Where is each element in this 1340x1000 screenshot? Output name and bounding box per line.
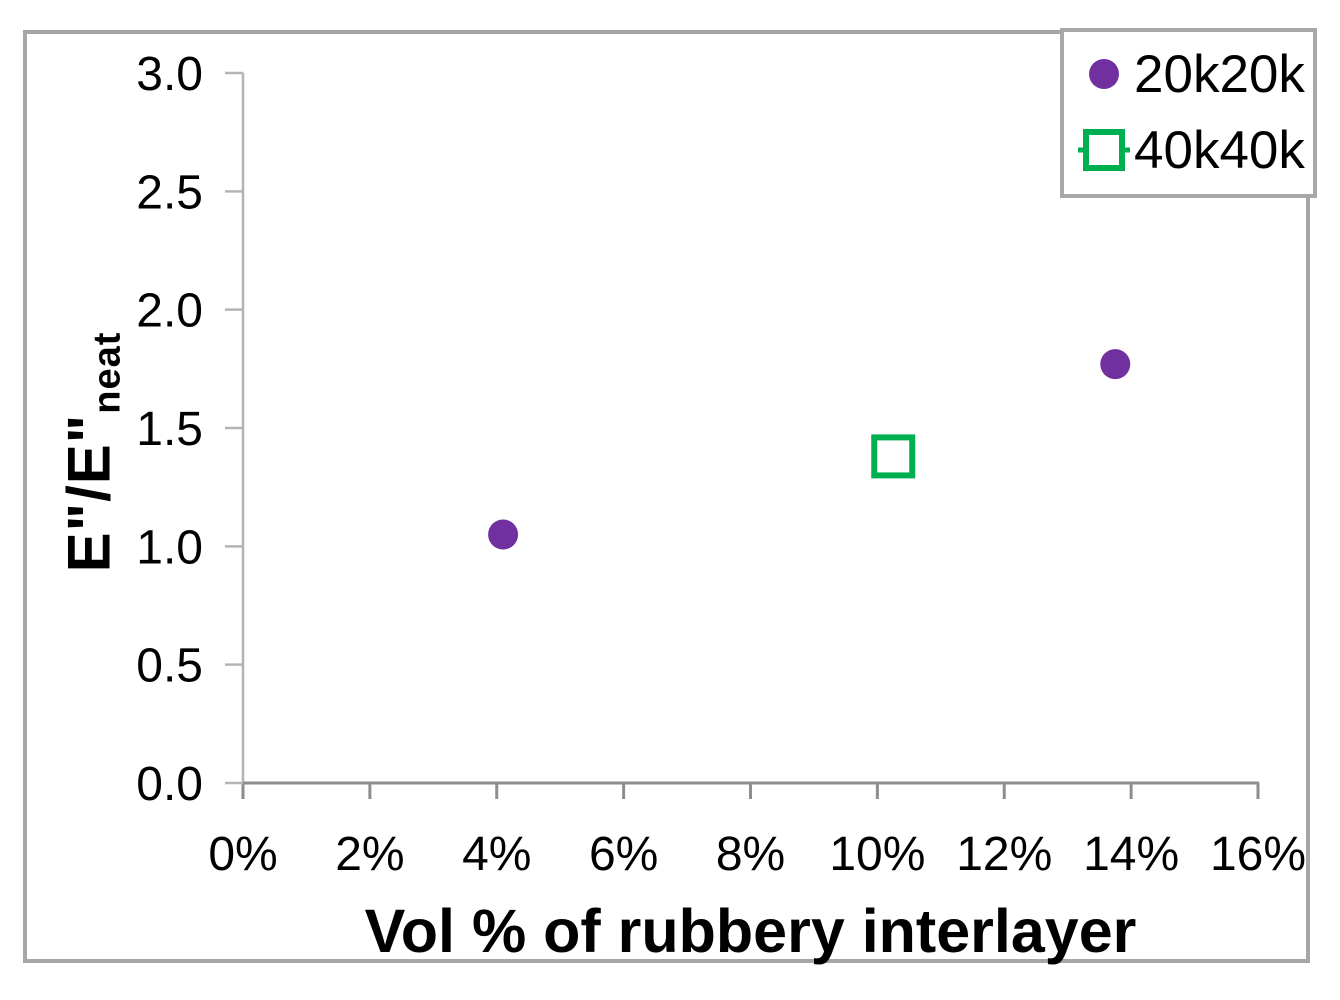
x-tick-label: 8%	[716, 828, 785, 881]
y-tick-label: 0.5	[136, 640, 203, 693]
x-tick-label: 0%	[208, 828, 277, 881]
x-tick-label: 14%	[1083, 828, 1179, 881]
data-point-20k20k	[488, 519, 519, 550]
x-tick-label: 12%	[956, 828, 1052, 881]
y-axis-title: E"/E"neat	[55, 332, 130, 573]
legend-box: 20k20k 40k40k	[1060, 28, 1317, 198]
y-tick-label: 2.5	[136, 166, 203, 219]
legend-entry-20k20k: 20k20k	[1078, 38, 1313, 110]
x-tick-label: 10%	[829, 828, 925, 881]
x-axis-title: Vol % of rubbery interlayer	[364, 897, 1137, 965]
filled-circle-icon	[1089, 59, 1119, 89]
data-point-20k20k	[1100, 349, 1131, 380]
x-tick-label: 16%	[1210, 828, 1306, 881]
legend-label-40k40k: 40k40k	[1134, 120, 1305, 180]
y-tick-label: 1.5	[136, 403, 203, 456]
y-tick-label: 1.0	[136, 521, 203, 574]
data-point-40k40k	[871, 434, 916, 479]
legend-entry-40k40k: 40k40k	[1078, 114, 1313, 186]
y-axis-title-main: E"/E"	[55, 413, 123, 573]
y-tick-label: 0.0	[136, 758, 203, 811]
y-tick-label: 2.0	[136, 285, 203, 338]
x-tick-label: 6%	[589, 828, 658, 881]
x-tick-label: 2%	[335, 828, 404, 881]
legend-label-20k20k: 20k20k	[1134, 44, 1305, 104]
open-square-icon	[1078, 129, 1130, 171]
x-tick-label: 4%	[462, 828, 531, 881]
y-axis-title-subscript: neat	[86, 331, 129, 414]
y-tick-label: 3.0	[136, 48, 203, 101]
